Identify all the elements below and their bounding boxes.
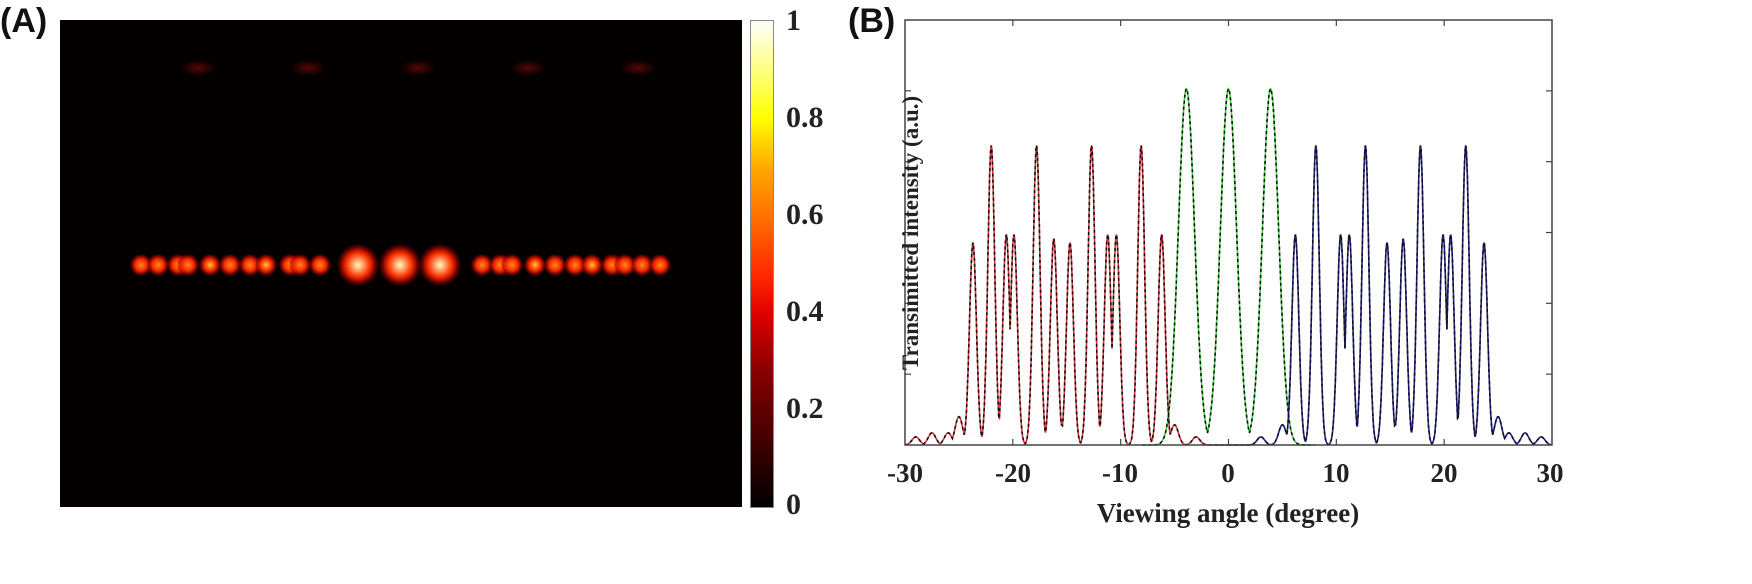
x-tick-20: 20 <box>1431 458 1458 488</box>
plot-frame <box>904 19 1553 446</box>
x-tick-10: 10 <box>1323 458 1350 488</box>
heatmap-spot <box>563 253 587 277</box>
heatmap-spot <box>176 253 200 277</box>
panel-b-label: (B) <box>848 2 896 40</box>
heatmap-faint-spot <box>510 60 546 76</box>
dashed-total-line <box>904 145 1228 446</box>
heatmap-spot <box>254 253 278 277</box>
colorbar-tick-0.4: 0.4 <box>786 295 824 328</box>
heatmap-spot <box>580 253 604 277</box>
heatmap-spot <box>613 253 637 277</box>
colorbar-tick-1: 1 <box>786 4 801 37</box>
x-axis-label: Viewing angle (degree) <box>1097 498 1359 528</box>
colorbar-tick-0: 0 <box>786 488 801 521</box>
heatmap-spot <box>308 253 332 277</box>
y-axis-label: Transimitted intensity (a.u.) <box>898 96 923 370</box>
colorbar-tick-0.6: 0.6 <box>786 198 824 231</box>
heatmap-spot <box>198 253 222 277</box>
heatmap-spot <box>543 253 567 277</box>
heatmap-spot <box>146 253 170 277</box>
heatmap-spot <box>129 253 153 277</box>
dashed-total-line <box>1228 145 1552 446</box>
x-tick--20: -20 <box>995 458 1031 488</box>
heatmap-faint-spot <box>180 60 216 76</box>
heatmap-spot <box>648 253 672 277</box>
plot-curves <box>904 87 1552 446</box>
x-tick-labels: -30 -20 -10 0 10 20 30 <box>887 458 1564 488</box>
colorbar <box>750 20 774 508</box>
heatmap-spot <box>523 253 547 277</box>
x-tick--10: -10 <box>1102 458 1138 488</box>
x-tick-0: 0 <box>1221 458 1235 488</box>
heatmap-spot <box>419 244 461 286</box>
heatmap-faint-spot <box>620 60 656 76</box>
dashed-total-line <box>1142 87 1315 446</box>
panel-a-label: (A) <box>0 2 48 40</box>
x-tick--30: -30 <box>887 458 923 488</box>
heatmap-spot <box>630 253 654 277</box>
heatmap-spot <box>288 253 312 277</box>
heatmap-spot <box>337 244 379 286</box>
heatmap-image <box>60 20 742 507</box>
axis-ticks <box>905 20 1552 445</box>
heatmap-faint-spot <box>400 60 436 76</box>
heatmap-spot <box>470 253 494 277</box>
heatmap-faint-spot <box>290 60 326 76</box>
colorbar-tick-0.8: 0.8 <box>786 101 824 134</box>
x-tick-30: 30 <box>1537 458 1564 488</box>
heatmap-spot <box>218 253 242 277</box>
colorbar-tick-0.2: 0.2 <box>786 392 824 425</box>
heatmap-spot <box>379 244 421 286</box>
heatmap-spot <box>500 253 524 277</box>
